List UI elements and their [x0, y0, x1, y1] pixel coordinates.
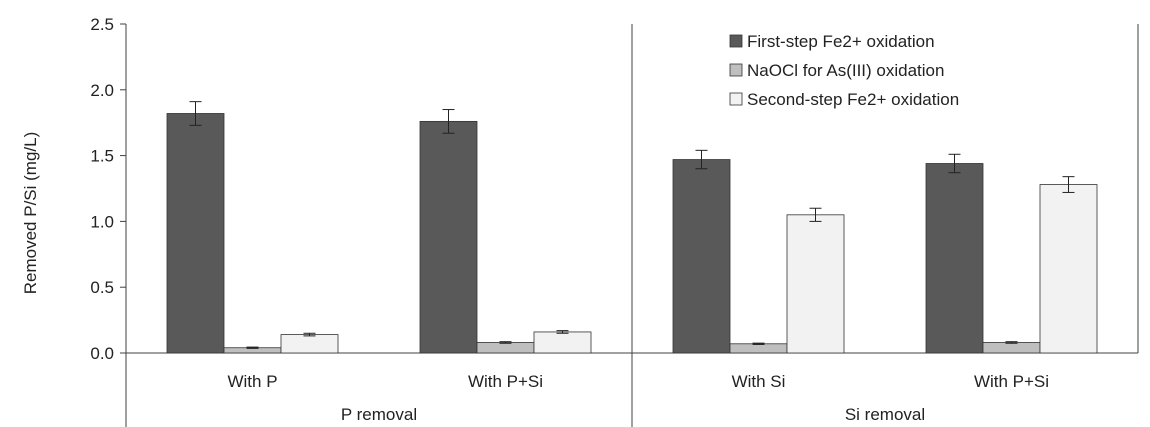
group-label: P removal: [341, 405, 417, 424]
y-tick-label: 1.5: [90, 147, 114, 166]
bar: [166, 113, 225, 354]
bar: [419, 120, 478, 354]
y-tick-label: 0.5: [90, 278, 114, 297]
plot-frame: [125, 24, 1139, 427]
bars: [166, 101, 1098, 354]
bar: [786, 214, 845, 354]
bar: [925, 163, 984, 354]
category-label: With P+Si: [974, 372, 1049, 391]
bar: [729, 343, 788, 354]
legend-swatch: [729, 63, 743, 77]
y-tick-label: 0.0: [90, 344, 114, 363]
y-axis-ticks: 0.0 0.5 1.0 1.5 2.0 2.5: [90, 15, 126, 363]
y-axis-title-group: Removed P/Si (mg/L): [21, 132, 40, 295]
category-labels: With P With P+Si With Si With P+Si P removal…: [227, 372, 1049, 424]
bar: [982, 342, 1041, 354]
legend-label: Second-step Fe2+ oxidation: [747, 90, 959, 109]
bar: [280, 334, 339, 354]
category-label: With P: [227, 372, 277, 391]
category-label: With P+Si: [468, 372, 543, 391]
bar: [533, 331, 592, 354]
y-tick-label: 2.0: [90, 81, 114, 100]
bar: [672, 159, 731, 354]
bar: [476, 342, 535, 354]
legend-swatch: [729, 92, 743, 106]
category-label: With Si: [732, 372, 786, 391]
group-label: Si removal: [845, 405, 925, 424]
legend-label: NaOCl for As(III) oxidation: [747, 61, 944, 80]
bar: [1039, 184, 1098, 354]
y-tick-label: 2.5: [90, 15, 114, 34]
y-axis-title: Removed P/Si (mg/L): [21, 132, 40, 295]
legend: First-step Fe2+ oxidation NaOCl for As(II…: [729, 32, 959, 109]
legend-label: First-step Fe2+ oxidation: [747, 32, 935, 51]
legend-swatch: [729, 34, 743, 48]
y-tick-label: 1.0: [90, 212, 114, 231]
